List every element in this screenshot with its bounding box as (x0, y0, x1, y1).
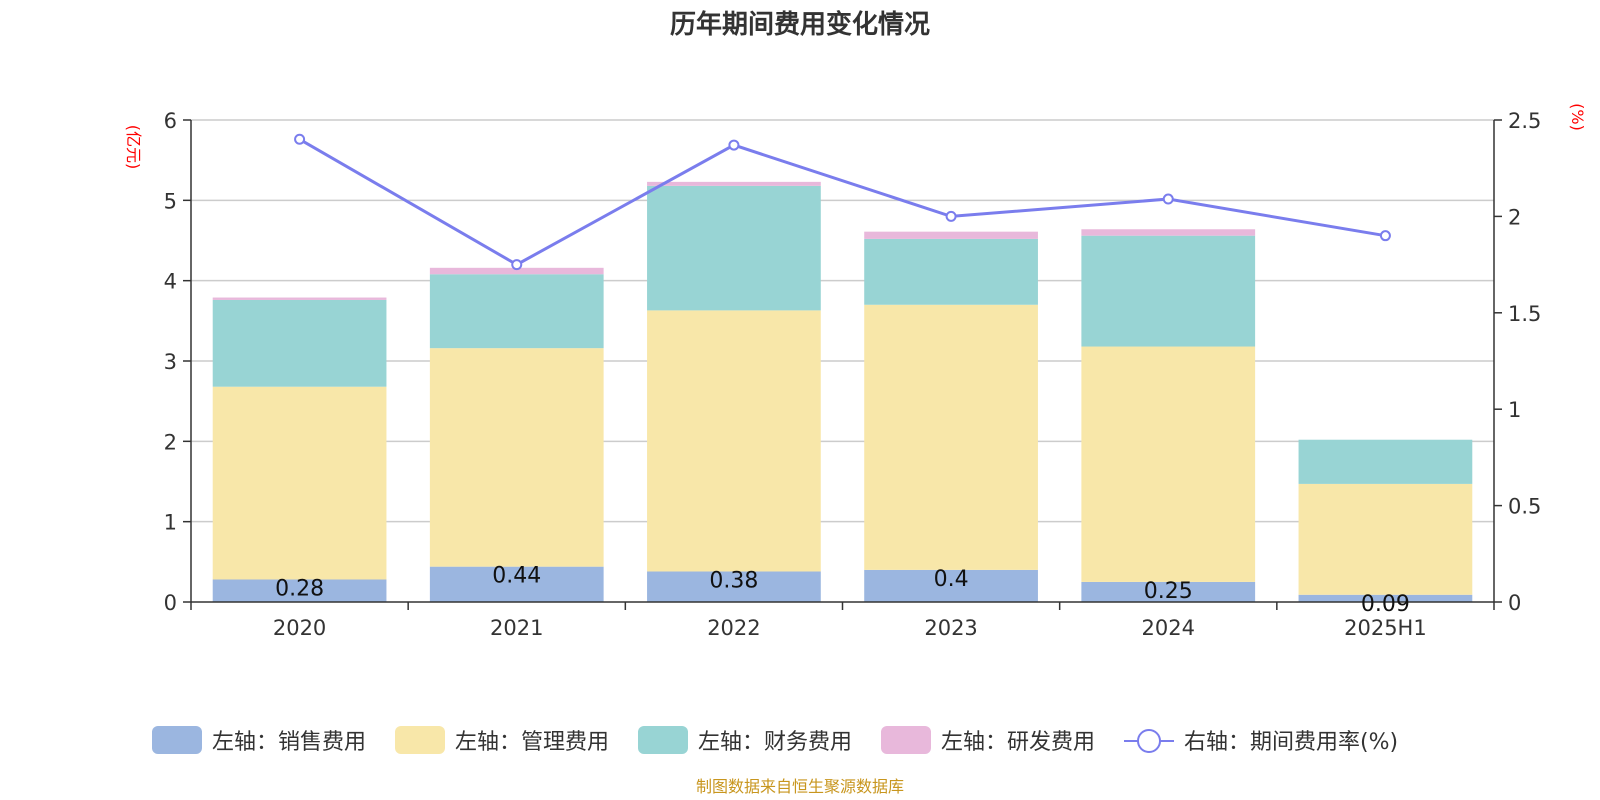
left-axis-tick-label: 6 (164, 109, 177, 133)
right-axis-unit: (%) (1568, 103, 1587, 131)
legend-label[interactable]: 左轴：管理费用 (455, 730, 609, 755)
right-axis-tick-label: 0.5 (1508, 495, 1541, 519)
bar-segment[interactable] (647, 571, 821, 602)
bar-segment[interactable] (1298, 594, 1473, 602)
right-axis-tick-label: 2.5 (1508, 109, 1541, 133)
bar-data-label: 0.38 (709, 568, 758, 593)
left-axis-tick-label: 5 (164, 189, 177, 213)
right-axis-tick-label: 0 (1508, 591, 1521, 615)
bar-segment[interactable] (864, 238, 1038, 305)
data-labels: 0.28 0.44 0.38 0.4 0.25 0.09 (275, 564, 1410, 617)
bar-segment[interactable] (429, 274, 604, 349)
x-axis-tick-label: 2022 (707, 616, 760, 640)
bar-segment[interactable] (1298, 483, 1473, 595)
x-axis-tick-label: 2024 (1142, 616, 1195, 640)
bar-data-label: 0.44 (492, 564, 541, 589)
legend[interactable]: 左轴：销售费用 左轴：管理费用 左轴：财务费用 左轴：研发费用 右轴：期间费用率(%) (152, 726, 1398, 755)
legend-label[interactable]: 左轴：财务费用 (698, 730, 852, 755)
left-axis-tick-label: 0 (164, 591, 177, 615)
left-axis-unit: (亿元) (124, 125, 143, 170)
bar-segment[interactable] (212, 297, 387, 300)
bar-segment[interactable] (1081, 235, 1256, 347)
line-point[interactable] (1379, 230, 1391, 242)
bar-series-group (212, 181, 1473, 602)
bar-segment[interactable] (429, 267, 604, 275)
axes: 0 1 2 3 4 5 6 0 0.5 1 1.5 2 2.5 2020 2021 2022 2023 2024 2… (164, 109, 1542, 640)
x-axis-tick-label: 2021 (490, 616, 543, 640)
left-axis-tick-label: 1 (164, 511, 177, 535)
bar-segment[interactable] (212, 299, 387, 387)
legend-swatch[interactable] (638, 726, 688, 754)
bar-segment[interactable] (647, 310, 821, 572)
bar-segment[interactable] (1081, 581, 1256, 602)
left-axis-tick-label: 3 (164, 350, 177, 374)
bar-segment[interactable] (429, 348, 604, 567)
line-point[interactable] (728, 139, 740, 151)
line-series-path (298, 137, 1386, 267)
line-series-group (294, 133, 1391, 271)
bar-segment[interactable] (212, 386, 387, 580)
line-point[interactable] (945, 210, 957, 222)
legend-marker[interactable] (1137, 729, 1161, 753)
chart-title: 历年期间费用变化情况 (670, 9, 930, 40)
bar-segment[interactable] (429, 566, 604, 602)
bar-segment[interactable] (864, 569, 1038, 602)
legend-swatch[interactable] (881, 726, 931, 754)
left-axis-tick-label: 4 (164, 270, 177, 294)
line-point[interactable] (511, 259, 523, 271)
bar-segment[interactable] (864, 304, 1038, 570)
legend-label[interactable]: 右轴：期间费用率(%) (1184, 730, 1398, 755)
left-axis-tick-label: 2 (164, 430, 177, 454)
bar-segment[interactable] (1081, 346, 1256, 582)
bar-segment[interactable] (1081, 229, 1256, 236)
x-axis-tick-label: 2025H1 (1344, 616, 1427, 640)
right-axis-tick-label: 1 (1508, 398, 1521, 422)
bar-segment[interactable] (864, 231, 1038, 239)
bar-data-label: 0.09 (1361, 592, 1410, 617)
bar-segment[interactable] (647, 181, 821, 186)
line-point[interactable] (1162, 193, 1174, 205)
right-axis-tick-label: 2 (1508, 205, 1521, 229)
right-axis-tick-label: 1.5 (1508, 302, 1541, 326)
bar-segment[interactable] (1298, 439, 1473, 484)
bar-data-label: 0.25 (1144, 579, 1193, 604)
bar-data-label: 0.28 (275, 577, 324, 602)
x-axis-tick-label: 2023 (924, 616, 977, 640)
line-point[interactable] (294, 133, 306, 145)
bar-segment[interactable] (212, 579, 387, 602)
data-source-footer: 制图数据来自恒生聚源数据库 (696, 777, 904, 796)
legend-swatch[interactable] (152, 726, 202, 754)
legend-swatch[interactable] (395, 726, 445, 754)
legend-label[interactable]: 左轴：销售费用 (212, 730, 366, 755)
bar-data-label: 0.4 (934, 567, 969, 592)
bar-segment[interactable] (647, 185, 821, 311)
legend-label[interactable]: 左轴：研发费用 (941, 730, 1095, 755)
x-axis-tick-label: 2020 (273, 616, 326, 640)
